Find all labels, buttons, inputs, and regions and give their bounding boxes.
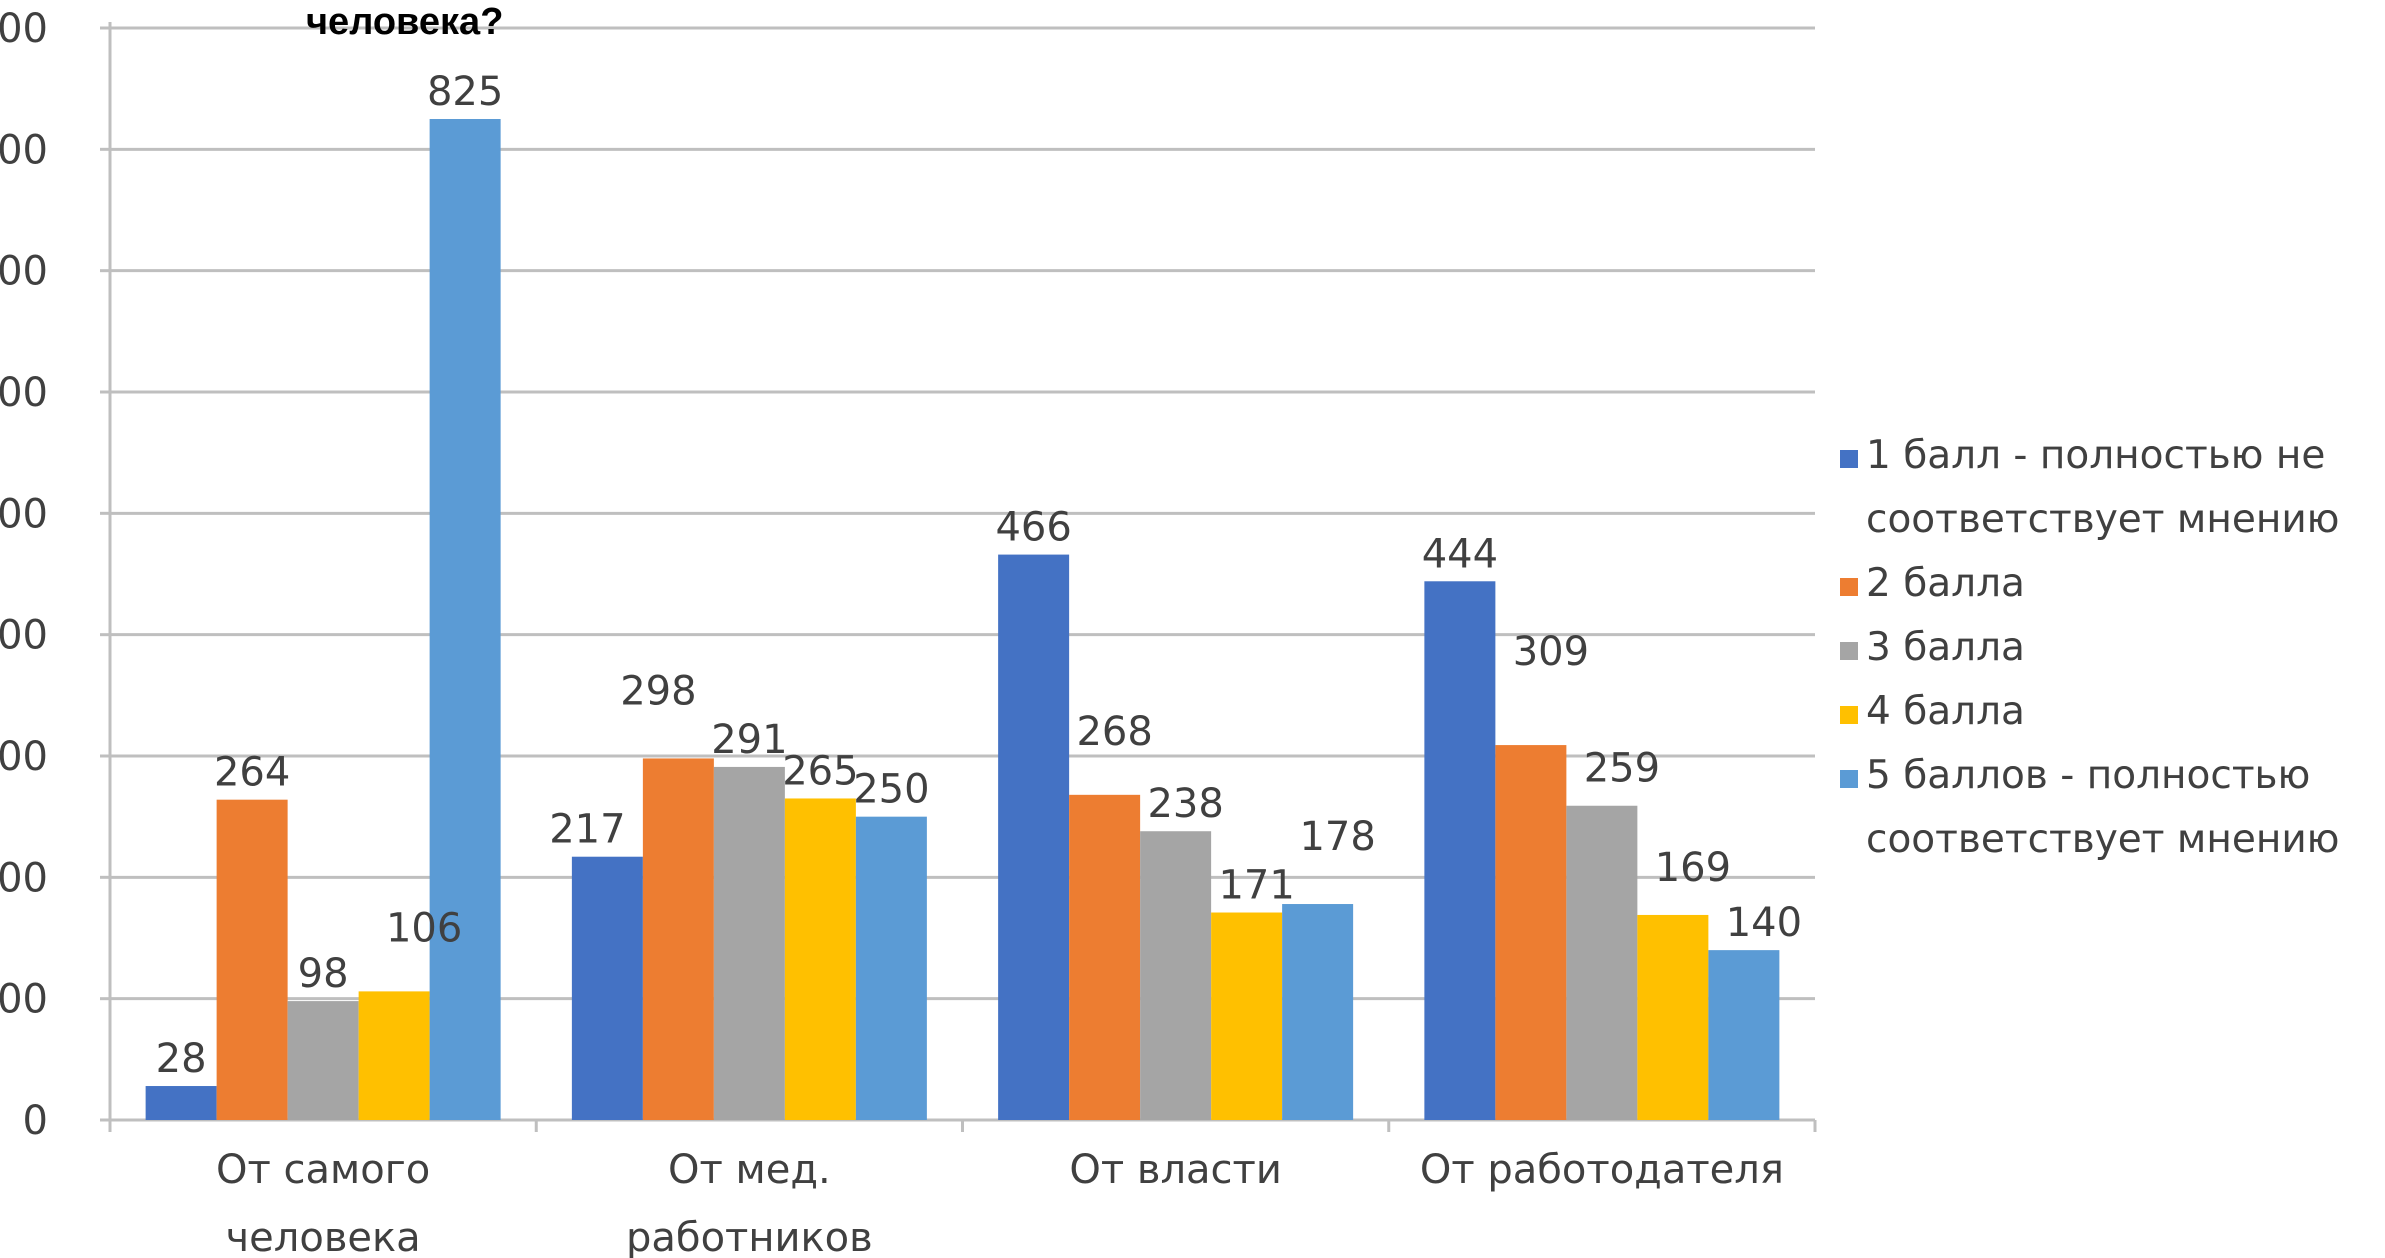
bar xyxy=(287,1001,359,1120)
data-label: 444 xyxy=(1422,531,1498,577)
bar xyxy=(713,766,785,1120)
legend-label: 2 балла xyxy=(1866,561,2025,606)
bar xyxy=(145,1086,217,1120)
category-label: От мед. xyxy=(668,1147,831,1193)
data-label: 106 xyxy=(386,905,462,951)
data-label: 466 xyxy=(995,505,1071,551)
legend-label: соответствует мнению xyxy=(1866,817,2340,862)
bar xyxy=(642,758,714,1120)
data-label: 298 xyxy=(620,668,696,714)
gridlines xyxy=(110,26,1815,1001)
bar xyxy=(784,798,856,1120)
category-label: От власти xyxy=(1069,1147,1281,1193)
bar xyxy=(1069,794,1141,1120)
data-label: 264 xyxy=(214,750,290,796)
y-tick-label: 500 xyxy=(0,491,48,537)
y-tick-label: 200 xyxy=(0,855,48,901)
data-label: 140 xyxy=(1726,900,1802,946)
legend-label: 3 балла xyxy=(1866,625,2025,670)
data-label: 265 xyxy=(782,748,858,794)
legend-swatch xyxy=(1840,642,1858,660)
bar xyxy=(998,554,1070,1120)
y-tick-label: 400 xyxy=(0,613,48,659)
legend-swatch xyxy=(1840,578,1858,596)
bar xyxy=(1282,904,1354,1120)
y-tick-label: 300 xyxy=(0,734,48,780)
data-label: 268 xyxy=(1076,709,1152,755)
data-label: 178 xyxy=(1299,814,1375,860)
legend-label: 4 балла xyxy=(1866,689,2025,734)
axes: 0 100 200 300 400 500 600 700 800 900 xyxy=(0,6,1817,1144)
y-tick-label: 800 xyxy=(0,127,48,173)
legend: 1 балл - полностью не соответствует мнени… xyxy=(1840,433,2340,862)
legend-swatch xyxy=(1840,706,1858,724)
data-label: 169 xyxy=(1655,845,1731,891)
bar xyxy=(216,799,288,1120)
y-tick-label: 600 xyxy=(0,370,48,416)
data-label: 250 xyxy=(853,767,929,813)
bar xyxy=(1566,805,1638,1120)
data-label: 238 xyxy=(1147,781,1223,827)
legend-swatch xyxy=(1840,770,1858,788)
data-label: 291 xyxy=(711,717,787,763)
data-label: 28 xyxy=(156,1036,207,1082)
data-label: 98 xyxy=(298,951,349,997)
y-tick-label: 900 xyxy=(0,6,48,52)
data-label: 259 xyxy=(1584,746,1660,792)
category-label: работников xyxy=(626,1215,873,1258)
bar xyxy=(1211,912,1283,1120)
bar xyxy=(571,856,643,1120)
legend-swatch xyxy=(1840,450,1858,468)
legend-label: соответствует мнению xyxy=(1866,497,2340,542)
y-tick-label: 700 xyxy=(0,249,48,295)
data-label: 171 xyxy=(1218,863,1294,909)
bar xyxy=(429,119,501,1120)
category-label: От работодателя xyxy=(1420,1147,1784,1193)
category-labels: От самого человека От мед. работников От вла… xyxy=(216,1147,1784,1258)
y-tick-label: 100 xyxy=(0,977,48,1023)
category-label: От самого xyxy=(216,1147,430,1193)
bar xyxy=(855,816,927,1120)
bar xyxy=(1637,914,1709,1120)
bar xyxy=(1140,831,1212,1120)
bars xyxy=(145,119,1780,1120)
bar xyxy=(1424,581,1496,1120)
data-label: 217 xyxy=(549,807,625,853)
legend-label: 5 баллов - полностью xyxy=(1866,753,2310,798)
legend-label: 1 балл - полностью не xyxy=(1866,433,2325,478)
category-label: человека xyxy=(226,1215,421,1258)
bar xyxy=(1708,950,1780,1120)
data-label: 825 xyxy=(427,69,503,115)
data-label: 309 xyxy=(1513,629,1589,675)
chart-title: человека? xyxy=(306,1,503,43)
bar xyxy=(358,991,430,1120)
bar xyxy=(1495,745,1567,1120)
y-tick-label: 0 xyxy=(23,1098,48,1144)
